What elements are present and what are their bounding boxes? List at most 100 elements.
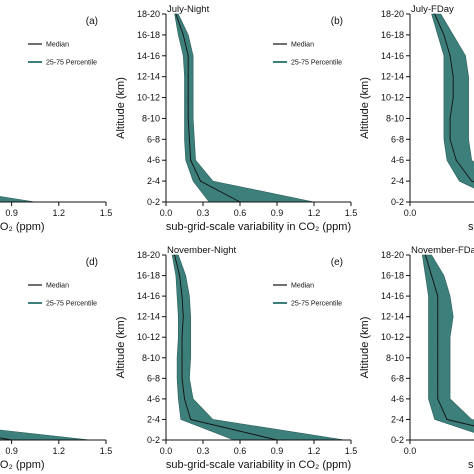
panel-d: 0.9 1.2 1.5 variability in CO₂ (ppm) (d) Medi… [0,257,113,471]
panel-title: November-Night [167,245,237,256]
x-tick-label: 0.9 [5,446,18,456]
x-axis-title: sub-grid-scale [468,459,474,471]
y-tick-label: 2-4 [391,176,404,186]
y-tick-label: 2-4 [391,414,404,424]
median-point [452,97,454,99]
y-tick-label: 8-10 [386,353,404,363]
y-tick-label: 8-10 [142,113,160,123]
median-point [424,254,426,256]
y-tick-label: 12-14 [381,312,404,322]
panel-a: 0.9 1.2 1.5 variability in CO₂ (ppm) (a) Medi… [0,16,113,233]
panel-tag: (e) [331,257,343,268]
panel-title: July-FDay [411,4,454,15]
panel-e: 0.0 0.3 0.6 0.9 1.2 1.5 sub-grid-scale variabi… [115,245,357,471]
y-axis-title: Altitude (km) [359,77,371,139]
median-point [437,377,439,379]
panel-f: 0.00.3sub-grid-scale0-22-44-66-88-1010-1… [359,245,474,471]
x-axis-title: sub-grid-scale variability in CO₂ (ppm) [166,459,351,471]
panel-title: July-Night [167,4,210,15]
y-tick-label: 8-10 [386,113,404,123]
y-tick-label: 14-16 [137,291,160,301]
y-axis-title: Altitude (km) [359,317,371,379]
median-point [200,180,202,182]
y-tick-label: 2-4 [147,414,160,424]
x-tick-label: 0.3 [197,446,210,456]
median-point [187,55,189,57]
y-tick-label: 14-16 [381,291,404,301]
percentile-band [421,254,474,433]
median-line [434,13,474,183]
percentile-band [431,13,474,189]
x-tick-label: 1.2 [308,208,321,218]
y-tick-label: 6-8 [147,134,160,144]
y-tick-label: 6-8 [391,134,404,144]
percentile-band [0,429,91,441]
y-axis-title: Altitude (km) [115,317,127,379]
y-tick-label: 4-6 [391,394,404,404]
median-point [437,336,439,338]
median-point [182,316,184,318]
median-point [187,117,189,119]
median-point [471,180,473,182]
y-tick-label: 16-18 [137,271,160,281]
x-tick-label: 0.9 [5,208,18,218]
y-tick-label: 16-18 [381,271,404,281]
x-axis-title: sub-grid-scale [468,221,474,233]
legend-band-label: 25-75 Percentile [291,301,342,308]
median-point [437,398,439,400]
legend-median-label: Median [46,283,69,290]
median-point [181,357,183,359]
y-tick-label: 14-16 [381,51,404,61]
x-tick-label: 1.5 [345,208,358,218]
median-point [455,159,457,161]
x-axis-title: variability in CO₂ (ppm) [0,459,45,471]
percentile-band [0,196,36,203]
median-point [437,316,439,318]
y-axis-title: Altitude (km) [115,77,127,139]
x-axis-title: sub-grid-scale variability in CO₂ (ppm) [166,221,351,233]
median-point [188,138,190,140]
median-point [431,275,433,277]
x-tick-label: 1.2 [53,208,66,218]
median-point [452,76,454,78]
median-point [446,418,448,420]
median-point [449,117,451,119]
legend: Median 25-75 Percentile [273,42,342,67]
median-point [175,13,177,15]
y-tick-label: 8-10 [142,353,160,363]
median-point [437,357,439,359]
legend: Median 25-75 Percentile [28,42,97,67]
median-point [443,34,445,36]
y-tick-label: 6-8 [391,373,404,383]
legend-median-label: Median [291,42,314,49]
y-tick-label: 16-18 [137,30,160,40]
median-line [0,437,12,441]
legend-median-label: Median [46,42,69,49]
y-tick-label: 10-12 [381,332,404,342]
legend-band-label: 25-75 Percentile [291,60,342,67]
x-tick-label: 1.2 [308,446,321,456]
y-tick-label: 4-6 [147,155,160,165]
x-tick-label: 0.6 [234,208,247,218]
legend: Median 25-75 Percentile [273,283,342,308]
y-tick-label: 0-2 [147,435,160,445]
y-tick-label: 18-20 [137,9,160,19]
x-tick-label: 0.6 [234,446,247,456]
y-tick-label: 14-16 [137,51,160,61]
percentile-band [174,13,315,203]
median-point [174,254,176,256]
median-line [175,13,241,203]
y-tick-label: 0-2 [147,197,160,207]
median-point [179,275,181,277]
panel-title: November-FDay [411,245,474,256]
x-tick-label: 0.3 [197,208,210,218]
x-tick-label: 1.5 [100,446,113,456]
x-tick-label: 0.9 [271,208,284,218]
median-point [190,159,192,161]
y-tick-label: 12-14 [381,72,404,82]
median-point [187,76,189,78]
x-tick-label: 1.5 [100,208,113,218]
y-tick-label: 18-20 [381,9,404,19]
median-point [184,398,185,400]
